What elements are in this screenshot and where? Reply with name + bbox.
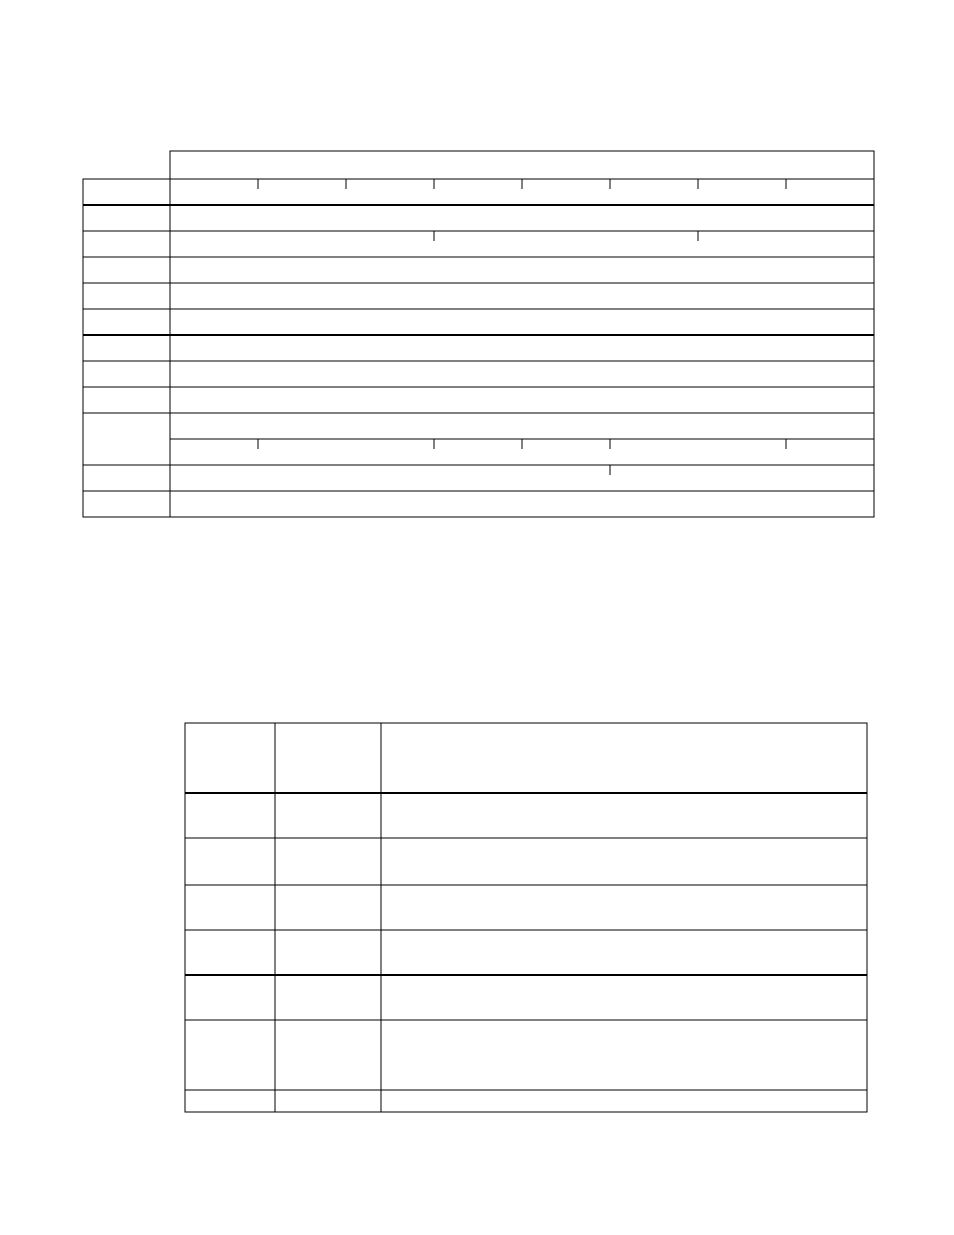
table-2 (185, 723, 869, 1119)
table-1 (83, 151, 876, 524)
